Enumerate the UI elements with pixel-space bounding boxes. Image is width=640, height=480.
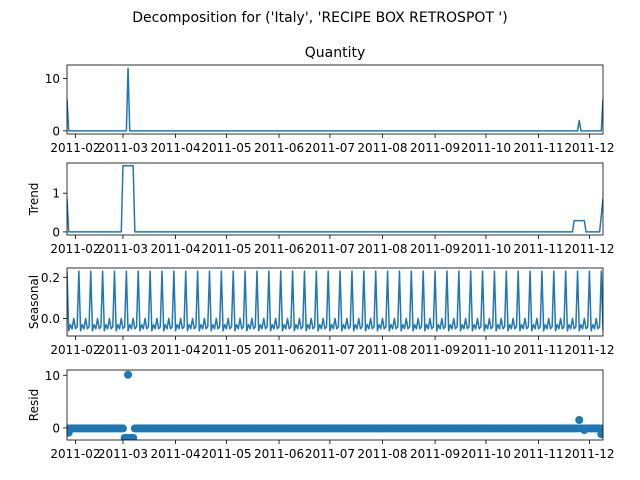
panel-title: Quantity bbox=[305, 45, 366, 61]
x-tick-label: 2011-04 bbox=[150, 447, 200, 461]
y-axis-label: Trend bbox=[27, 183, 41, 217]
x-tick-label: 2011-07 bbox=[305, 141, 355, 155]
x-tick-label: 2011-02 bbox=[50, 447, 100, 461]
x-tick-label: 2011-03 bbox=[98, 343, 148, 357]
x-tick-label: 2011-05 bbox=[201, 242, 251, 256]
y-tick-label: 0 bbox=[52, 225, 60, 239]
x-tick-label: 2011-08 bbox=[357, 343, 407, 357]
resid-point bbox=[599, 424, 603, 433]
x-tick-label: 2011-04 bbox=[150, 343, 200, 357]
y-tick-label: 10 bbox=[45, 369, 60, 383]
x-tick-label: 2011-02 bbox=[50, 343, 100, 357]
x-tick-label: 2011-10 bbox=[461, 141, 511, 155]
resid-point bbox=[124, 370, 133, 379]
y-tick-label: 10 bbox=[45, 72, 60, 86]
series-line bbox=[67, 164, 603, 233]
plot-area bbox=[67, 270, 603, 332]
x-tick-label: 2011-11 bbox=[513, 343, 563, 357]
x-tick-label: 2011-07 bbox=[305, 242, 355, 256]
y-tick-label: 0.0 bbox=[41, 312, 60, 326]
x-tick-label: 2011-12 bbox=[564, 343, 614, 357]
plot-area bbox=[67, 370, 603, 440]
axes-frame bbox=[66, 162, 604, 236]
x-tick-label: 2011-11 bbox=[513, 141, 563, 155]
x-tick-label: 2011-12 bbox=[564, 141, 614, 155]
x-tick-label: 2011-06 bbox=[254, 242, 304, 256]
resid-point bbox=[575, 416, 584, 424]
x-tick-label: 2011-04 bbox=[150, 141, 200, 155]
axes-frame bbox=[66, 369, 604, 441]
axes-frame bbox=[66, 64, 604, 135]
y-axis-label: Resid bbox=[27, 389, 41, 421]
x-tick-label: 2011-06 bbox=[254, 447, 304, 461]
y-tick-label: 0 bbox=[52, 124, 60, 138]
y-tick-label: 0.2 bbox=[41, 271, 60, 285]
y-tick-label: 1 bbox=[52, 187, 60, 201]
x-tick-label: 2011-12 bbox=[564, 447, 614, 461]
x-tick-label: 2011-05 bbox=[201, 343, 251, 357]
x-tick-label: 2011-08 bbox=[357, 242, 407, 256]
series-line bbox=[67, 67, 603, 132]
x-tick-label: 2011-03 bbox=[98, 141, 148, 155]
x-tick-label: 2011-03 bbox=[98, 447, 148, 461]
y-tick-label: 0 bbox=[52, 421, 60, 435]
axes-frame bbox=[66, 267, 604, 337]
x-tick-label: 2011-12 bbox=[564, 242, 614, 256]
x-tick-label: 2011-02 bbox=[50, 141, 100, 155]
resid-point bbox=[118, 424, 127, 433]
plot-area bbox=[67, 164, 603, 233]
resid-point bbox=[597, 430, 603, 439]
x-tick-label: 2011-06 bbox=[254, 343, 304, 357]
x-tick-label: 2011-09 bbox=[410, 343, 460, 357]
x-tick-label: 2011-03 bbox=[98, 242, 148, 256]
x-tick-label: 2011-10 bbox=[461, 242, 511, 256]
x-tick-label: 2011-09 bbox=[410, 447, 460, 461]
x-tick-label: 2011-11 bbox=[513, 242, 563, 256]
x-tick-label: 2011-11 bbox=[513, 447, 563, 461]
x-tick-label: 2011-10 bbox=[461, 447, 511, 461]
x-tick-label: 2011-08 bbox=[357, 141, 407, 155]
x-tick-label: 2011-07 bbox=[305, 447, 355, 461]
resid-point bbox=[129, 433, 138, 440]
x-tick-label: 2011-08 bbox=[357, 447, 407, 461]
x-tick-label: 2011-07 bbox=[305, 343, 355, 357]
y-axis-label: Seasonal bbox=[27, 275, 41, 329]
x-tick-label: 2011-04 bbox=[150, 242, 200, 256]
x-tick-label: 2011-09 bbox=[410, 242, 460, 256]
x-tick-label: 2011-05 bbox=[201, 141, 251, 155]
figure-suptitle: Decomposition for ('Italy', 'RECIPE BOX … bbox=[132, 10, 507, 26]
x-tick-label: 2011-10 bbox=[461, 343, 511, 357]
plot-area bbox=[67, 67, 603, 132]
x-tick-label: 2011-05 bbox=[201, 447, 251, 461]
x-tick-label: 2011-09 bbox=[410, 141, 460, 155]
x-tick-label: 2011-06 bbox=[254, 141, 304, 155]
x-tick-label: 2011-02 bbox=[50, 242, 100, 256]
series-line bbox=[67, 270, 603, 332]
